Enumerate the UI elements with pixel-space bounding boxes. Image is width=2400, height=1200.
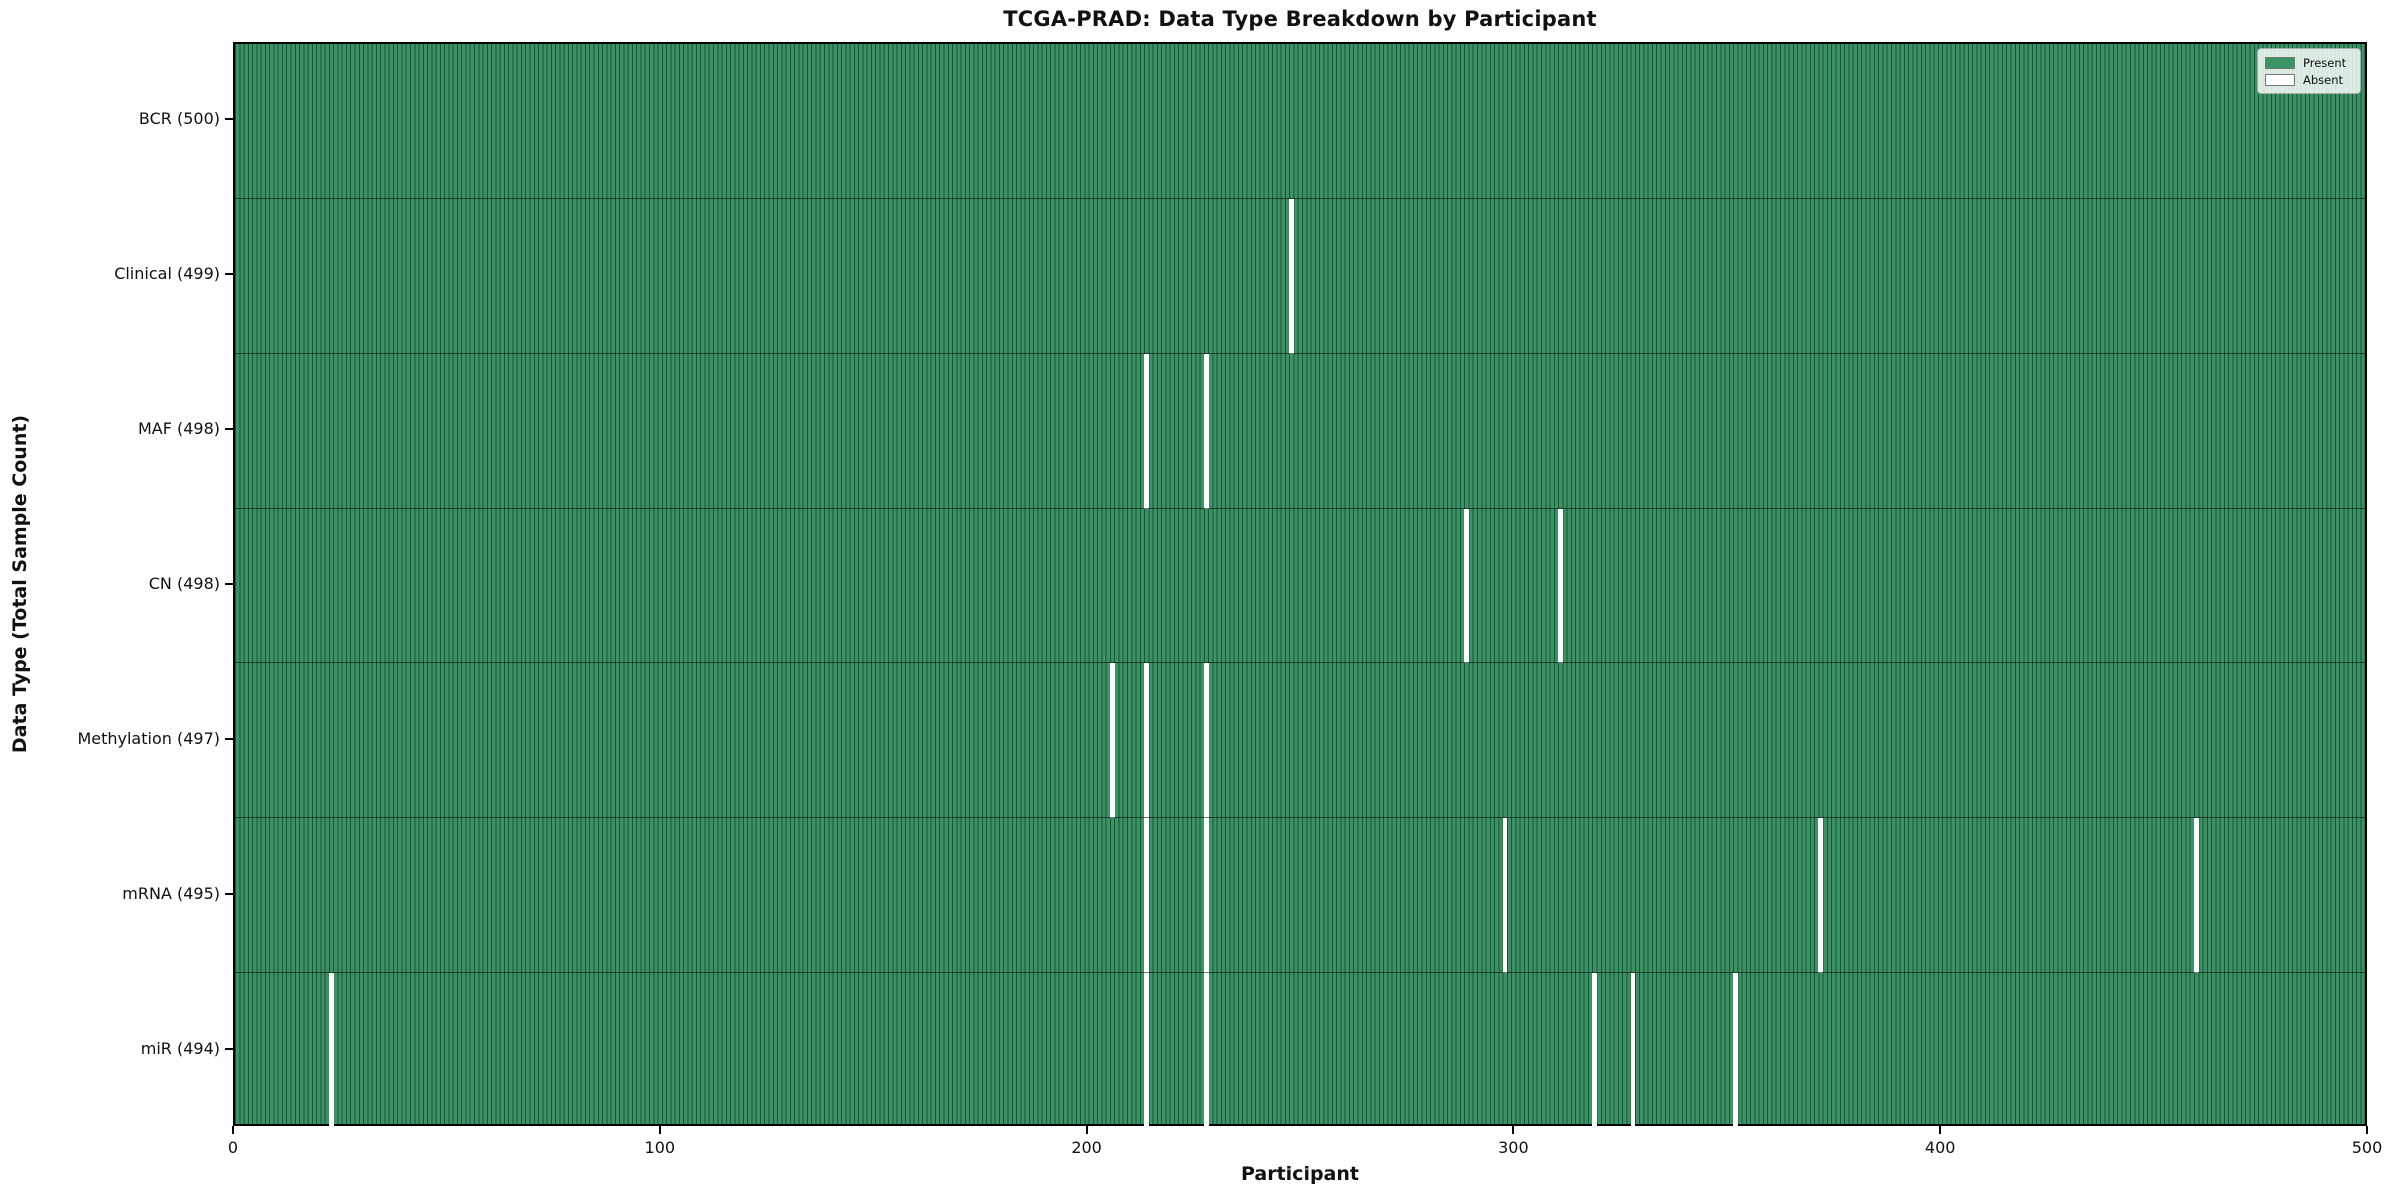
y-tick-label: mRNA (495) xyxy=(122,883,220,903)
heatmap-row-bcr xyxy=(235,44,2365,199)
heatmap-row-mir xyxy=(235,973,2365,1128)
absent-gap xyxy=(1144,818,1149,974)
row-separator xyxy=(235,972,2365,974)
absent-gap xyxy=(1203,663,1209,819)
chart-title: TCGA-PRAD: Data Type Breakdown by Partic… xyxy=(1003,7,1597,31)
legend: Present Absent xyxy=(2257,48,2361,94)
row-separator xyxy=(235,352,2365,354)
absent-gap xyxy=(1203,973,1209,1128)
row-separator xyxy=(235,662,2365,664)
x-tick-mark xyxy=(232,1126,234,1134)
y-tick-label: BCR (500) xyxy=(138,109,220,129)
legend-item-absent: Absent xyxy=(2265,71,2353,88)
row-separator xyxy=(235,817,2365,819)
heatmap-row-clinical xyxy=(235,198,2365,354)
y-tick-label: Clinical (499) xyxy=(114,264,220,284)
y-tick-label: CN (498) xyxy=(148,574,220,593)
x-tick-label: 500 xyxy=(2351,1138,2383,1157)
legend-swatch-absent xyxy=(2265,73,2295,86)
legend-label-absent: Absent xyxy=(2303,72,2344,87)
absent-gap xyxy=(1592,973,1598,1128)
row-separator xyxy=(235,507,2365,509)
legend-label-present: Present xyxy=(2303,55,2347,70)
y-tick-mark xyxy=(225,737,233,740)
x-tick-mark xyxy=(1939,1126,1942,1134)
absent-gap xyxy=(1289,198,1295,354)
heatmap-row-cn xyxy=(235,508,2365,664)
x-tick-label: 400 xyxy=(1924,1138,1956,1157)
x-tick-label: 0 xyxy=(227,1138,239,1157)
absent-gap xyxy=(1502,818,1508,974)
absent-gap xyxy=(1109,663,1115,819)
heatmap-row-maf xyxy=(235,353,2365,509)
legend-item-present: Present xyxy=(2265,54,2353,71)
absent-gap xyxy=(1733,973,1738,1128)
x-tick-label: 200 xyxy=(1071,1138,1102,1157)
x-tick-mark xyxy=(2366,1126,2368,1134)
absent-gap xyxy=(1630,973,1636,1128)
y-tick-label: Methylation (497) xyxy=(77,728,220,748)
absent-gap xyxy=(1203,353,1209,509)
row-separator xyxy=(235,197,2365,199)
legend-swatch-present xyxy=(2265,56,2295,69)
x-tick-label: 300 xyxy=(1498,1138,1529,1157)
absent-gap xyxy=(1818,818,1824,974)
y-tick-label: MAF (498) xyxy=(137,419,220,439)
y-tick-label: miR (494) xyxy=(140,1038,220,1058)
absent-gap xyxy=(328,973,334,1128)
x-tick-mark xyxy=(1085,1126,1088,1134)
absent-gap xyxy=(1558,508,1563,664)
x-tick-mark xyxy=(658,1126,661,1134)
x-axis-label: Participant xyxy=(1240,1163,1359,1185)
absent-gap xyxy=(1144,973,1149,1128)
heatmap-row-methylation xyxy=(235,663,2365,819)
absent-gap xyxy=(1203,818,1209,974)
y-tick-mark xyxy=(225,273,233,276)
y-tick-mark xyxy=(225,892,233,895)
y-tick-mark xyxy=(225,1047,233,1050)
absent-gap xyxy=(2194,818,2199,974)
y-tick-mark xyxy=(225,428,233,431)
absent-gap xyxy=(1144,663,1149,819)
x-tick-mark xyxy=(1512,1126,1515,1134)
plot-area xyxy=(233,42,2367,1128)
absent-gap xyxy=(1144,353,1149,509)
y-tick-mark xyxy=(225,583,233,585)
heatmap-row-mrna xyxy=(235,818,2365,974)
absent-gap xyxy=(1464,508,1470,664)
y-tick-mark xyxy=(225,118,233,121)
x-tick-label: 100 xyxy=(644,1138,676,1157)
